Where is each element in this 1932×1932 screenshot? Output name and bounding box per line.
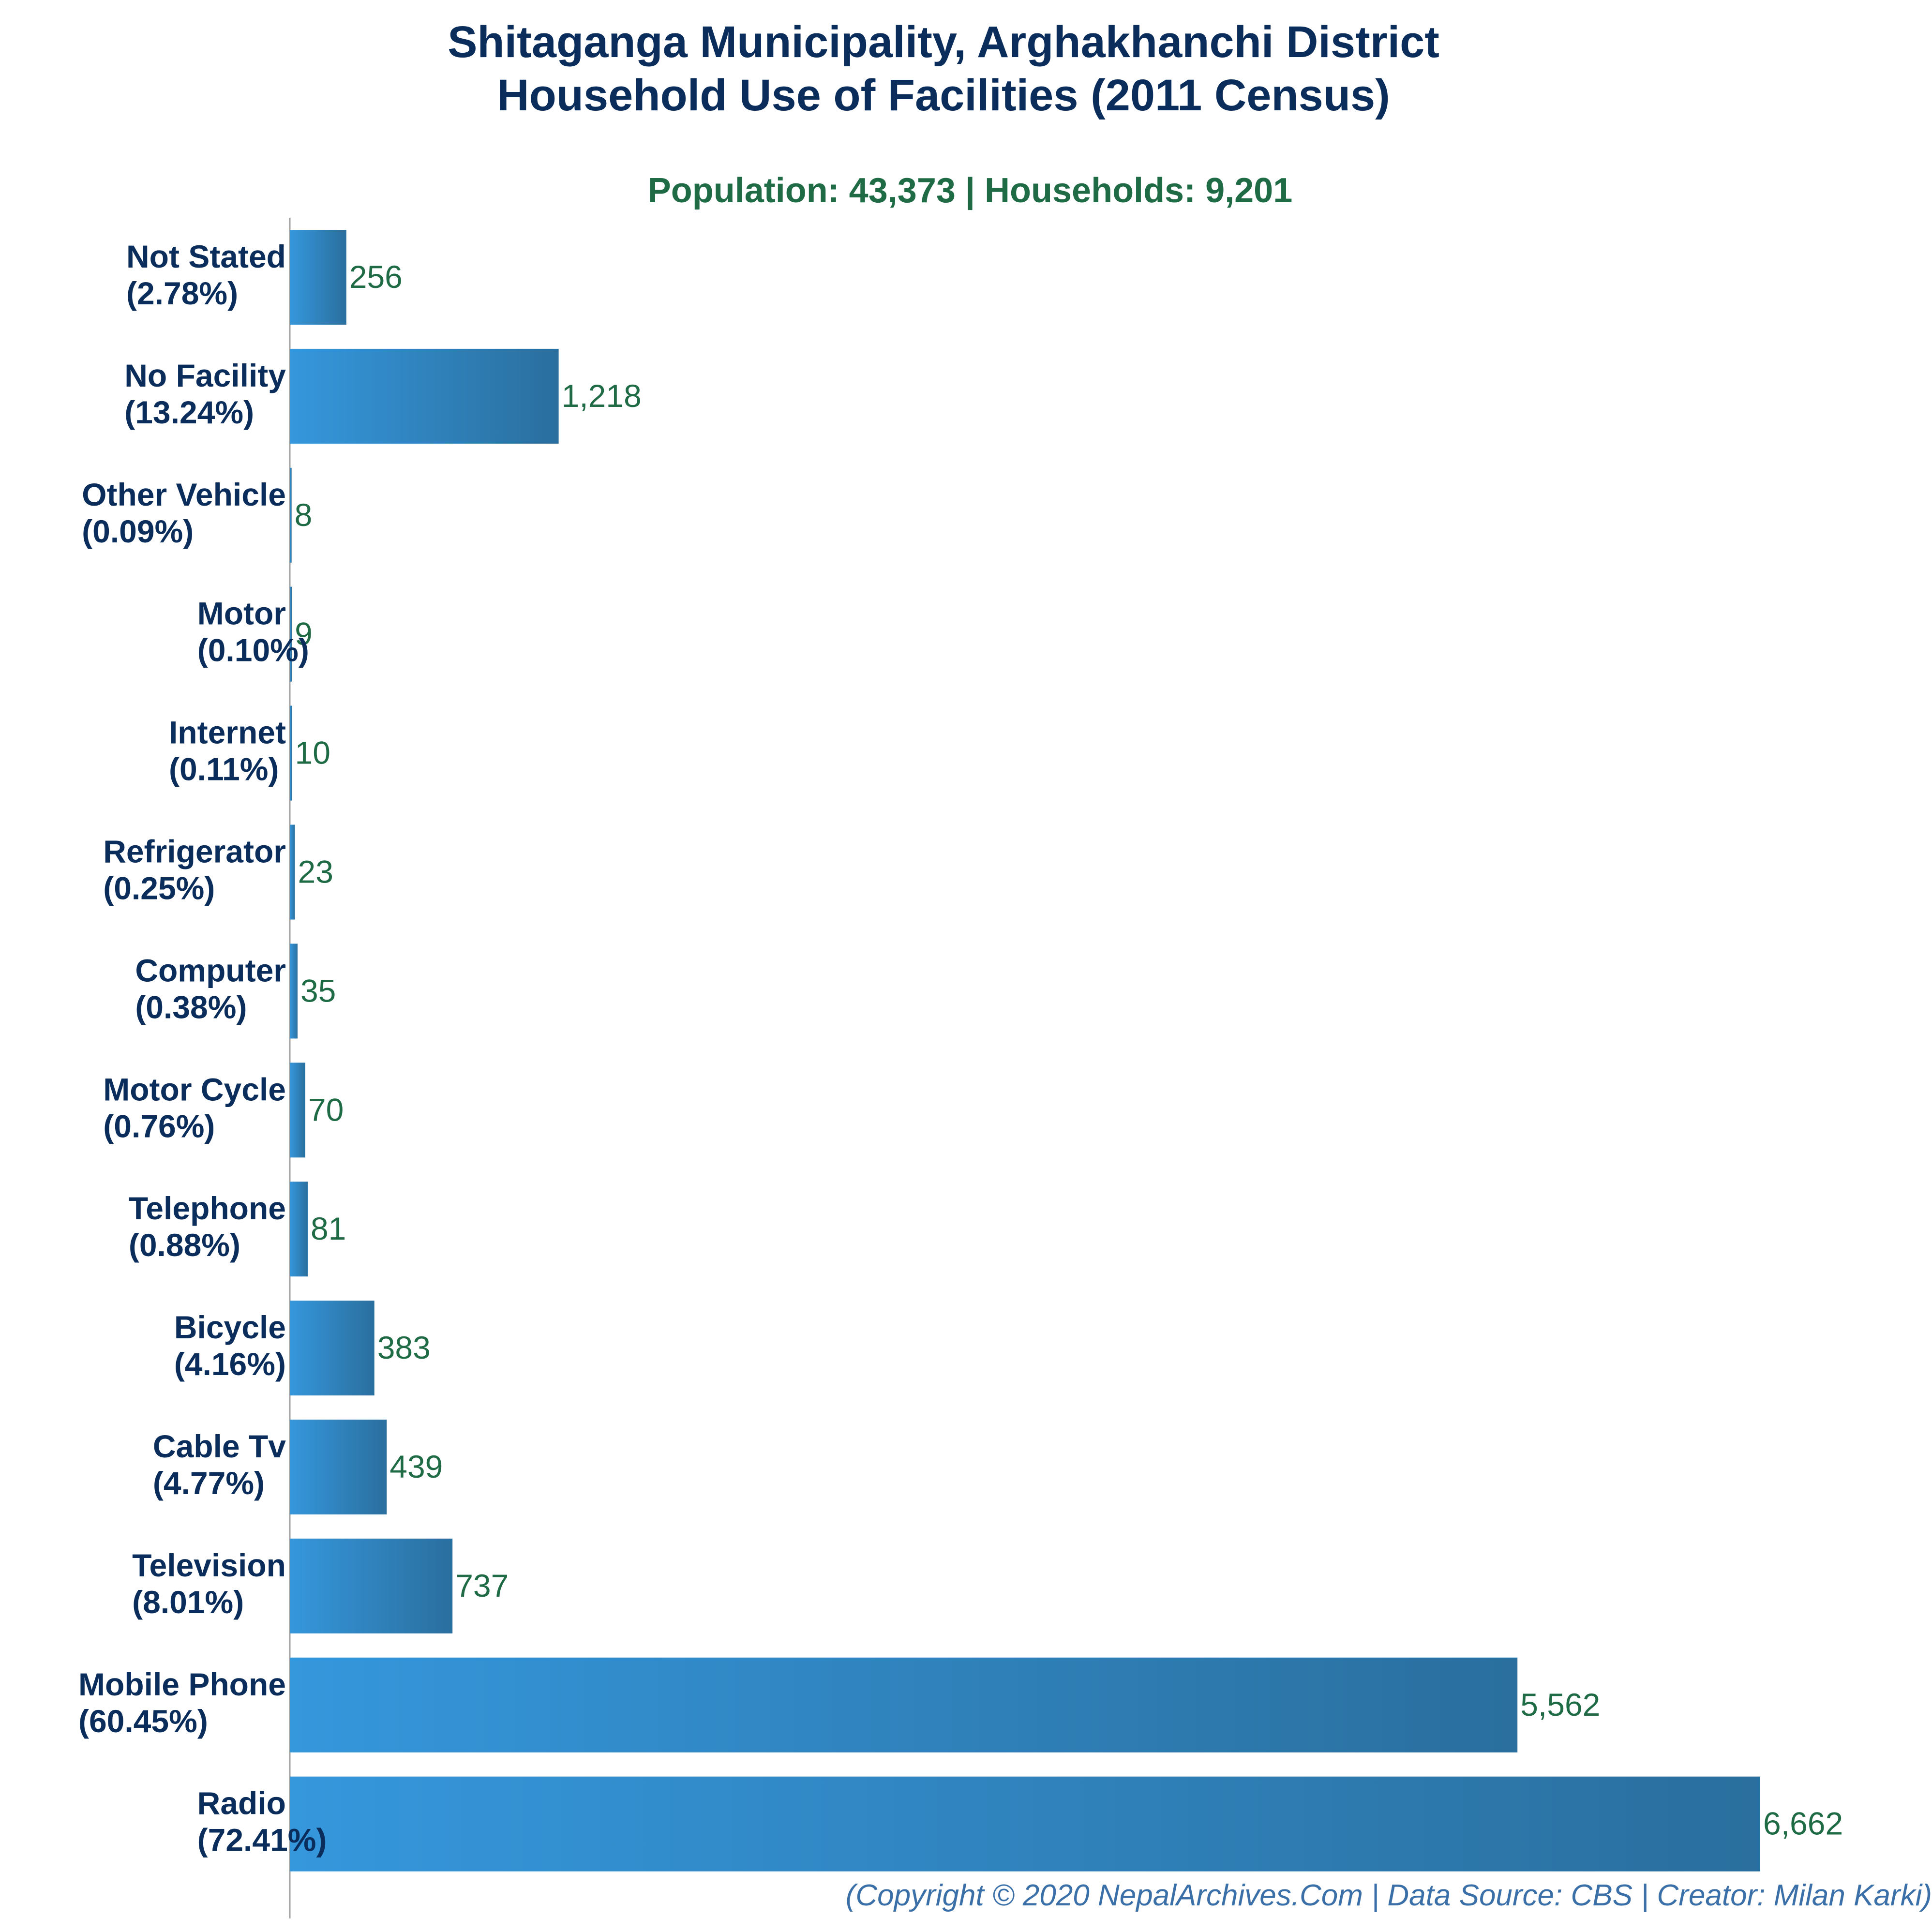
- percent-label: (4.77%): [153, 1465, 265, 1501]
- percent-label: (0.25%): [103, 870, 215, 906]
- value-label: 439: [389, 1449, 443, 1484]
- percent-label: (0.09%): [82, 513, 194, 549]
- value-label: 35: [300, 973, 336, 1008]
- bar-motor-cycle: [290, 1063, 305, 1158]
- category-label: Television: [132, 1547, 286, 1583]
- percent-label: (2.78%): [126, 275, 238, 311]
- percent-label: (0.38%): [135, 989, 247, 1025]
- bar-motor: [290, 586, 292, 682]
- value-label: 737: [455, 1568, 509, 1603]
- bar-other-vehicle: [290, 467, 292, 563]
- value-label: 1,218: [562, 378, 642, 414]
- value-label: 5,562: [1520, 1687, 1600, 1722]
- bar-bicycle: [290, 1301, 374, 1396]
- bar-no-facility: [290, 348, 559, 444]
- chart-subtitle: Population: 43,373 | Households: 9,201: [648, 171, 1293, 210]
- percent-label: (4.16%): [174, 1346, 286, 1382]
- value-label: 8: [295, 497, 313, 533]
- category-label: Refrigerator: [103, 834, 286, 869]
- value-label: 6,662: [1763, 1806, 1843, 1842]
- category-label: Motor: [197, 596, 286, 631]
- bar-refrigerator: [290, 824, 295, 920]
- chart-title-line-1: Shitaganga Municipality, Arghakhanchi Di…: [448, 17, 1439, 67]
- bar-mobile-phone: [290, 1657, 1518, 1752]
- value-label: 81: [311, 1211, 346, 1246]
- bar-not-stated: [290, 230, 346, 325]
- percent-label: (13.24%): [124, 394, 254, 430]
- percent-label: (72.41%): [197, 1822, 327, 1858]
- category-label: Motor Cycle: [103, 1071, 286, 1107]
- percent-label: (0.88%): [129, 1227, 240, 1263]
- bars-group: 256 Not Stated(2.78%) 1,218 No Facility(13.…: [78, 230, 1843, 1872]
- category-label: Not Stated: [126, 239, 286, 274]
- category-label: Computer: [135, 952, 286, 988]
- value-label: 70: [308, 1092, 344, 1127]
- category-label: Bicycle: [174, 1309, 286, 1345]
- percent-label: (8.01%): [132, 1584, 244, 1620]
- value-label: 23: [298, 854, 333, 890]
- chart-title-line-2: Household Use of Facilities (2011 Census…: [497, 71, 1390, 120]
- bar-radio: [290, 1776, 1760, 1872]
- category-label: No Facility: [124, 358, 286, 393]
- category-label: Internet: [169, 715, 286, 750]
- percent-label: (0.76%): [103, 1108, 215, 1144]
- category-label: Radio: [197, 1785, 286, 1821]
- category-label: Telephone: [129, 1190, 286, 1226]
- chart-footer: (Copyright © 2020 NepalArchives.Com | Da…: [846, 1879, 1932, 1912]
- value-label: 10: [295, 735, 330, 771]
- bar-television: [290, 1538, 453, 1633]
- category-label: Mobile Phone: [78, 1666, 286, 1702]
- percent-label: (0.11%): [169, 751, 279, 787]
- value-label: 256: [349, 259, 403, 295]
- bar-computer: [290, 944, 298, 1039]
- percent-label: (0.10%): [197, 632, 309, 668]
- percent-label: (60.45%): [78, 1703, 208, 1739]
- bar-telephone: [290, 1182, 308, 1277]
- bar-internet: [290, 705, 292, 801]
- value-label: 9: [295, 616, 313, 652]
- category-label: Cable Tv: [153, 1428, 286, 1464]
- category-label: Other Vehicle: [82, 477, 286, 512]
- value-label: 383: [377, 1330, 431, 1365]
- bar-cable-tv: [290, 1420, 387, 1514]
